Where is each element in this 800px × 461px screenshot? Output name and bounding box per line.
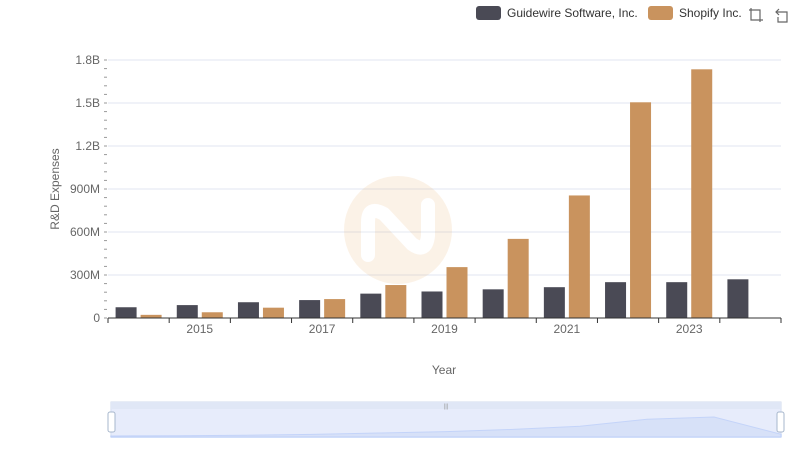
bar-shopify-2018[interactable] [385,285,407,318]
bar-guidewire-2017[interactable] [299,300,321,318]
x-tick-label: 2021 [554,322,581,336]
bar-guidewire-2022[interactable] [605,282,627,318]
bar-guidewire-2024[interactable] [727,279,749,318]
datazoom-right-handle[interactable] [776,411,785,433]
bar-guidewire-2018[interactable] [360,293,382,318]
bar-guidewire-2021[interactable] [543,287,565,318]
y-tick-label: 0 [93,311,100,325]
legend-swatch-shopify [648,6,673,20]
legend-label-shopify: Shopify Inc. [679,6,742,20]
y-axis-minor-ticks [104,59,107,319]
bar-shopify-2019[interactable] [446,267,468,318]
y-tick-label: 1.5B [75,96,100,110]
bar-shopify-2017[interactable] [324,299,346,318]
y-axis-tick-labels: 0 300M 600M 900M 1.2B 1.5B 1.8B [70,53,100,325]
y-tick-label: 600M [70,225,100,239]
legend-swatch-guidewire [476,6,501,20]
datazoom-move-handle[interactable]: ||| [444,404,449,410]
x-axis-tick-labels: 2015 2017 2019 2021 2023 [186,322,702,336]
y-tick-label: 1.2B [75,139,100,153]
bar-shopify-2020[interactable] [507,238,529,318]
y-tick-label: 1.8B [75,53,100,67]
x-tick-label: 2023 [676,322,703,336]
bar-shopify-2016[interactable] [262,307,284,318]
legend-item-shopify[interactable]: Shopify Inc. [648,4,742,22]
datazoom-left-handle[interactable] [107,411,116,433]
x-tick-label: 2015 [186,322,213,336]
bar-shopify-2023[interactable] [691,69,713,318]
y-tick-label: 300M [70,268,100,282]
bar-guidewire-2014[interactable] [115,307,137,318]
bar-guidewire-2016[interactable] [237,302,259,318]
bars [115,69,749,319]
x-axis-title: Year [432,363,456,377]
bar-guidewire-2015[interactable] [176,305,198,318]
datazoom-slider[interactable]: ||| [107,401,785,438]
zoom-icon[interactable] [747,6,765,24]
bar-guidewire-2019[interactable] [421,291,443,318]
restore-icon[interactable] [773,6,791,24]
x-tick-label: 2017 [309,322,336,336]
legend-item-guidewire[interactable]: Guidewire Software, Inc. [476,4,638,22]
bar-shopify-2015[interactable] [201,312,223,318]
y-tick-label: 900M [70,182,100,196]
bar-guidewire-2020[interactable] [482,289,504,318]
x-tick-label: 2019 [431,322,458,336]
legend-label-guidewire: Guidewire Software, Inc. [507,6,638,20]
bar-shopify-2022[interactable] [630,102,652,319]
gridlines [108,59,781,276]
watermark-logo [344,176,452,284]
bar-guidewire-2023[interactable] [666,282,688,318]
y-axis-title: R&D Expenses [48,148,62,229]
x-axis-ticks [107,318,782,323]
bar-shopify-2021[interactable] [568,195,590,318]
datazoom-move-bar[interactable] [111,402,781,409]
bar-shopify-2014[interactable] [140,314,162,318]
